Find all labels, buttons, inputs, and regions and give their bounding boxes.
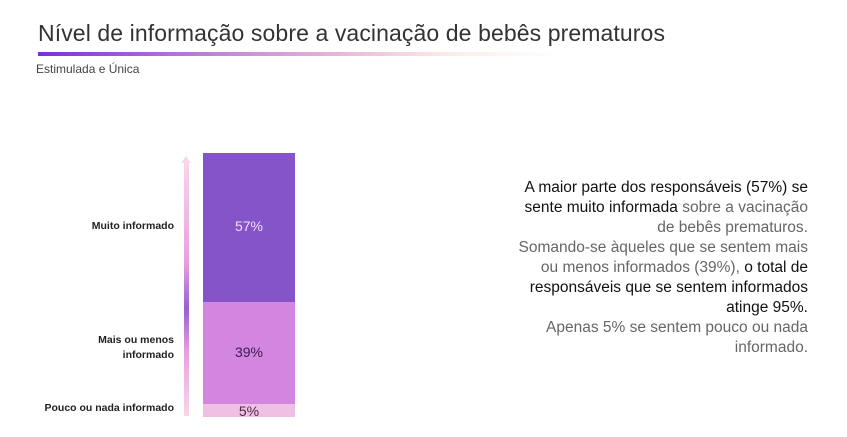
title-underline <box>38 52 558 56</box>
page-subtitle: Estimulada e Única <box>36 62 140 76</box>
summary-segment: o total de <box>744 259 808 276</box>
summary-segment: de bebês prematuros. <box>657 219 808 236</box>
summary-line: responsáveis que se sentem informados <box>519 278 808 298</box>
data-label: 39% <box>234 343 264 360</box>
summary-segment: Apenas 5% se sentem pouco ou nada <box>546 319 808 336</box>
summary-line: ou menos informados (39%), o total de <box>519 258 808 278</box>
summary-text: A maior parte dos responsáveis (57%) se s… <box>519 178 809 358</box>
summary-segment: responsáveis que se sentem informados <box>529 279 808 296</box>
summary-line: informado. <box>519 338 808 358</box>
arrow-up-icon <box>181 156 191 163</box>
bar-segment-1: 39% <box>203 301 295 404</box>
page-title: Nível de informação sobre a vacinação de… <box>38 20 666 46</box>
summary-segment: ou menos informados (39%), <box>540 259 745 276</box>
summary-segment: A maior parte dos responsáveis (57%) se <box>524 179 808 196</box>
summary-segment: Somando-se àqueles que se sentem mais <box>518 239 809 256</box>
data-label: 5% <box>238 403 260 419</box>
summary-line: atinge 95%. <box>519 298 808 318</box>
data-label: 57% <box>234 218 264 235</box>
category-label: Pouco ou nada informado <box>44 402 174 414</box>
category-label: Mais ou menos informado <box>98 334 174 361</box>
summary-segment: informado. <box>734 339 808 356</box>
summary-line: Apenas 5% se sentem pouco ou nada <box>519 318 808 338</box>
summary-line: sente muito informada sobre a vacinação <box>519 198 808 218</box>
summary-line: de bebês prematuros. <box>519 218 808 238</box>
scale-arrow <box>184 160 189 416</box>
summary-line: A maior parte dos responsáveis (57%) se <box>519 178 808 198</box>
summary-segment: sobre a vacinação <box>677 199 808 216</box>
summary-segment: sente muito informada <box>524 199 678 216</box>
bar-segment-0: 5% <box>203 403 295 419</box>
bar-segment-2: 57% <box>203 153 295 302</box>
summary-line: Somando-se àqueles que se sentem mais <box>519 238 809 258</box>
summary-segment: atinge 95%. <box>726 299 808 316</box>
category-label: Muito informado <box>91 220 174 232</box>
